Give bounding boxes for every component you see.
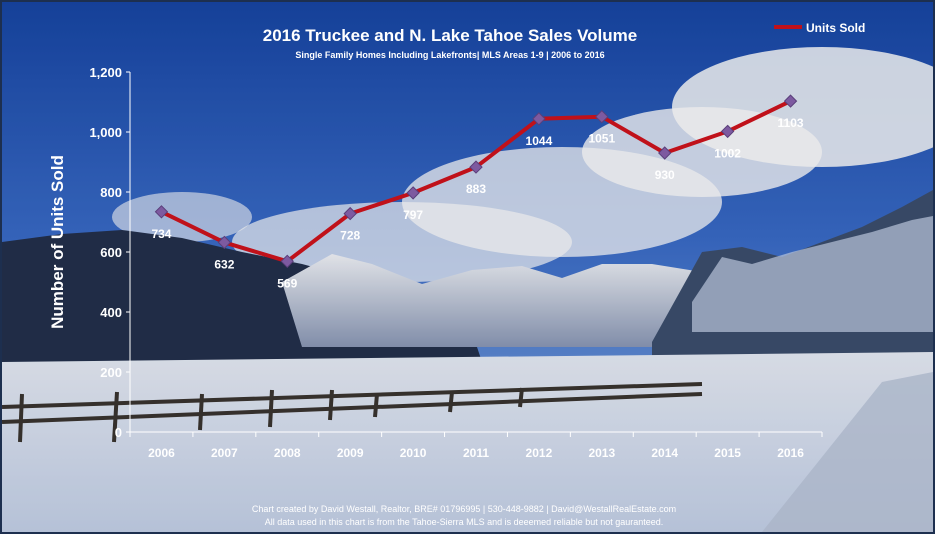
footer-credit: Chart created by David Westall, Realtor,…	[252, 504, 676, 514]
data-point-marker	[532, 112, 546, 126]
y-tick-label: 1,200	[89, 65, 122, 80]
data-point-marker	[217, 235, 232, 250]
road	[762, 372, 933, 532]
x-tick-label: 2015	[714, 446, 741, 460]
legend-label: Units Sold	[806, 21, 865, 35]
data-label: 1051	[588, 132, 615, 146]
data-point-marker	[469, 160, 483, 174]
data-point-marker	[720, 124, 735, 139]
data-point-marker	[783, 94, 798, 108]
data-label: 728	[340, 229, 360, 243]
data-point-marker	[595, 109, 609, 124]
data-point-marker	[406, 186, 420, 200]
data-point-marker	[280, 254, 294, 269]
data-point-marker	[658, 146, 672, 160]
footer-disclaimer: All data used in this chart is from the …	[265, 517, 664, 527]
chart-subtitle: Single Family Homes Including Lakefronts…	[295, 50, 604, 60]
y-tick-label: 1,000	[89, 125, 122, 140]
y-tick-label: 400	[100, 305, 122, 320]
data-label: 1002	[714, 146, 741, 160]
x-tick-label: 2007	[211, 446, 238, 460]
x-tick-label: 2013	[588, 446, 615, 460]
cloud	[112, 192, 252, 242]
x-tick-label: 2006	[148, 446, 175, 460]
snow-field	[2, 352, 933, 532]
forest-snow	[692, 216, 933, 332]
data-label: 1044	[526, 134, 553, 148]
data-label: 883	[466, 182, 486, 196]
fence	[2, 382, 703, 443]
cloud	[232, 202, 572, 282]
data-label: 569	[277, 276, 297, 290]
data-label: 930	[655, 168, 675, 182]
series-units-sold	[154, 94, 798, 269]
data-label: 1103	[778, 116, 804, 130]
y-tick-label: 800	[100, 185, 122, 200]
x-tick-label: 2012	[526, 446, 553, 460]
x-tick-label: 2014	[651, 446, 678, 460]
data-label: 797	[403, 208, 423, 222]
data-point-marker	[154, 205, 169, 219]
x-tick-label: 2011	[463, 446, 489, 460]
x-ticks: 2006 2007 2008 2009 2010 2011 2012 2013 2014 2015…	[129, 432, 823, 460]
y-tick-label: 200	[100, 365, 122, 380]
x-tick-label: 2010	[400, 446, 427, 460]
data-labels: 734 632 569 728 797 883 1044 1051 930 1002 1103	[151, 116, 803, 290]
chart-title: 2016 Truckee and N. Lake Tahoe Sales Vol…	[263, 26, 637, 45]
y-ticks: 0 200 400 600 800 1,000 1,200	[89, 65, 130, 440]
y-axis-label: Number of Units Sold	[48, 155, 67, 329]
data-point-marker	[343, 206, 357, 221]
x-tick-label: 2016	[777, 446, 804, 460]
x-tick-label: 2009	[337, 446, 364, 460]
y-tick-label: 600	[100, 245, 122, 260]
x-tick-label: 2008	[274, 446, 301, 460]
y-tick-label: 0	[115, 425, 122, 440]
legend: Units Sold	[774, 21, 865, 35]
data-label: 632	[214, 257, 234, 271]
data-label: 734	[151, 227, 171, 241]
mountain-center	[282, 254, 722, 347]
